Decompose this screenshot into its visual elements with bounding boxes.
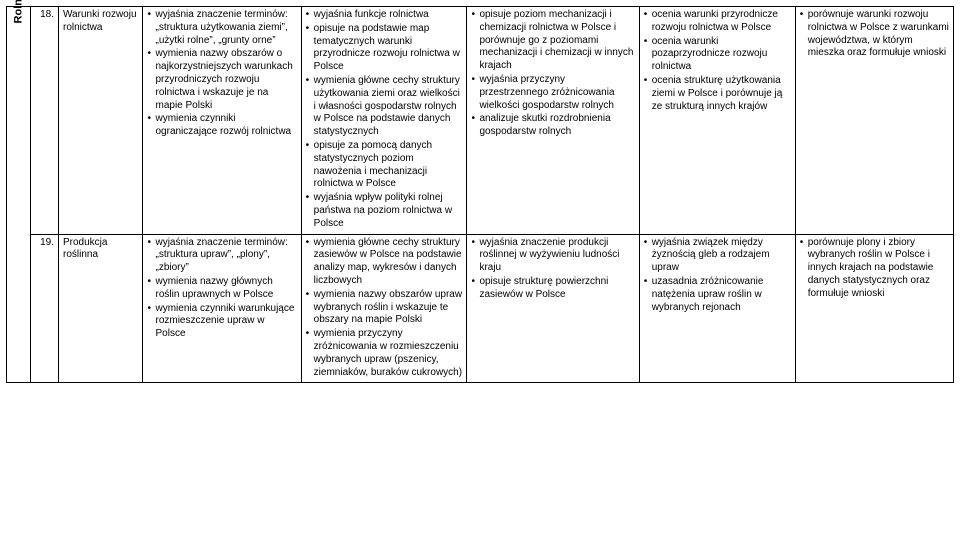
bullet: opisuje za pomocą danych statystycznych …	[306, 140, 463, 191]
bullet: wymienia nazwy głównych roślin uprawnych…	[147, 276, 296, 302]
bullet: opisuje na podstawie map tematycznych wa…	[306, 23, 463, 74]
bullet: opisuje poziom mechanizacji i chemizacji…	[471, 9, 634, 73]
cell-c5: porównuje warunki rozwoju rolnictwa w Po…	[795, 7, 953, 235]
page: Rolnictwo i przemysł 18. Warunki rozwoju…	[0, 0, 960, 551]
row-topic: Warunki rozwoju rolnictwa	[58, 7, 143, 235]
bullet: opisuje strukturę powierzchni zasiewów w…	[471, 276, 634, 302]
bullet: ocenia strukturę użytkowania ziemi w Pol…	[644, 75, 791, 113]
bullet: wyjaśnia przyczyny przestrzennego zróżni…	[471, 74, 634, 112]
section-label: Rolnictwo i przemysł	[11, 9, 25, 24]
cell-c4: wyjaśnia związek między żyznością gleb a…	[639, 234, 795, 383]
bullet: wyjaśnia związek między żyznością gleb a…	[644, 237, 791, 275]
bullet: porównuje warunki rozwoju rolnictwa w Po…	[800, 9, 949, 60]
cell-c5: porównuje plony i zbiory wybranych rośli…	[795, 234, 953, 383]
section-label-cell: Rolnictwo i przemysł	[7, 7, 31, 383]
bullet: wymienia nazwy obszarów o najkorzystniej…	[147, 48, 296, 112]
bullet: ocenia warunki pozaprzyrodnicze rozwoju …	[644, 36, 791, 74]
bullet: wyjaśnia znaczenie terminów: „struktura …	[147, 9, 296, 47]
row-topic: Produkcja roślinna	[58, 234, 143, 383]
bullet: wymienia czynniki ograniczające rozwój r…	[147, 113, 296, 139]
cell-c4: ocenia warunki przyrodnicze rozwoju roln…	[639, 7, 795, 235]
cell-c2: wyjaśnia funkcje rolnictwa opisuje na po…	[301, 7, 467, 235]
cell-c1: wyjaśnia znaczenie terminów: „struktura …	[143, 234, 301, 383]
bullet: wymienia nazwy obszarów upraw wybranych …	[306, 289, 463, 327]
bullet: wyjaśnia znaczenie produkcji roślinnej w…	[471, 237, 634, 275]
bullet: ocenia warunki przyrodnicze rozwoju roln…	[644, 9, 791, 35]
cell-c2: wymienia główne cechy struktury zasiewów…	[301, 234, 467, 383]
bullet: analizuje skutki rozdrobnienia gospodars…	[471, 113, 634, 139]
bullet: wymienia główne cechy struktury użytkowa…	[306, 75, 463, 139]
bullet: wymienia czynniki warunkujące rozmieszcz…	[147, 303, 296, 341]
bullet: wyjaśnia funkcje rolnictwa	[306, 9, 463, 22]
bullet: porównuje plony i zbiory wybranych rośli…	[800, 237, 949, 301]
cell-c3: wyjaśnia znaczenie produkcji roślinnej w…	[467, 234, 639, 383]
row-number: 18.	[30, 7, 58, 235]
table-row: 19. Produkcja roślinna wyjaśnia znaczeni…	[7, 234, 954, 383]
bullet: wyjaśnia wpływ polityki rolnej państwa n…	[306, 192, 463, 230]
cell-c1: wyjaśnia znaczenie terminów: „struktura …	[143, 7, 301, 235]
requirements-table: Rolnictwo i przemysł 18. Warunki rozwoju…	[6, 6, 954, 383]
bullet: wymienia główne cechy struktury zasiewów…	[306, 237, 463, 288]
cell-c3: opisuje poziom mechanizacji i chemizacji…	[467, 7, 639, 235]
row-number: 19.	[30, 234, 58, 383]
bullet: wyjaśnia znaczenie terminów: „struktura …	[147, 237, 296, 275]
bullet: wymienia przyczyny zróżnicowania w rozmi…	[306, 328, 463, 379]
table-row: Rolnictwo i przemysł 18. Warunki rozwoju…	[7, 7, 954, 235]
bullet: uzasadnia zróżnicowanie natężenia upraw …	[644, 276, 791, 314]
